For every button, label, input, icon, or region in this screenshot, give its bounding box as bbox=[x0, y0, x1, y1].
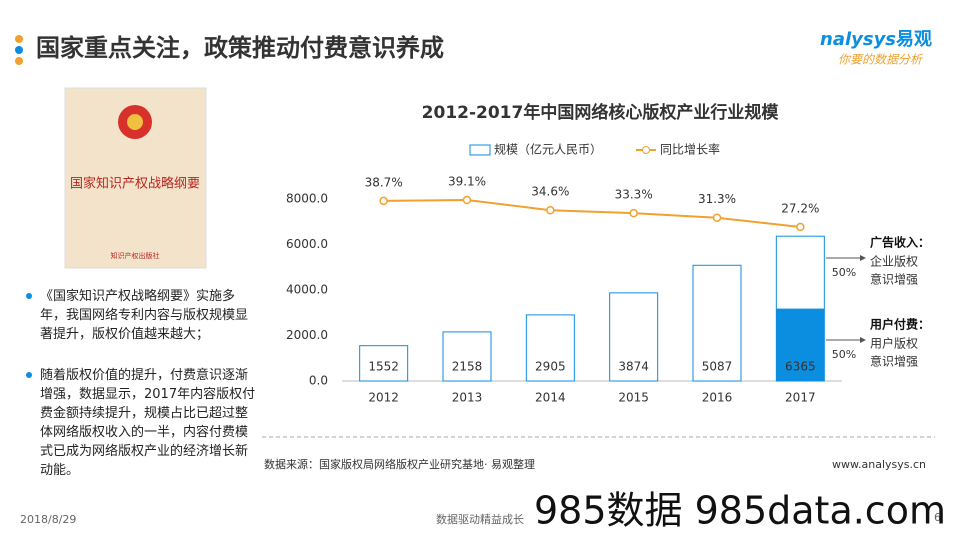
book-title: 国家知识产权战略纲要 bbox=[70, 176, 200, 192]
bar-label: 6365 bbox=[785, 360, 816, 374]
y-tick-label: 4000.0 bbox=[286, 283, 328, 297]
bar bbox=[359, 345, 409, 382]
bullet: 《国家知识产权战略纲要》实施多年，我国网络专利内容与版权规模显著提升，版权价值越… bbox=[26, 287, 258, 344]
bar-label: 5087 bbox=[702, 360, 733, 374]
dot bbox=[15, 57, 23, 65]
y-tick-label: 2000.0 bbox=[286, 328, 328, 342]
legend-swatch bbox=[469, 144, 491, 156]
bar-label: 1552 bbox=[368, 360, 399, 374]
line-point bbox=[712, 213, 722, 222]
logo: nalysys bbox=[820, 29, 896, 50]
bar bbox=[692, 264, 742, 382]
y-tick-label: 8000.0 bbox=[286, 192, 328, 206]
y-tick-label: 6000.0 bbox=[286, 237, 328, 251]
annotation-label: 广告收入： bbox=[870, 235, 930, 250]
footer-date: 2018/8/29 bbox=[20, 513, 76, 526]
logo-slogan: 你要的数据分析 bbox=[838, 53, 924, 67]
arrow-head bbox=[860, 337, 866, 343]
arrow-head bbox=[860, 255, 866, 261]
annotation-label: 用户付费： bbox=[869, 317, 930, 332]
bullet: 随着版权价值的提升，付费意识逐渐增强，数据显示，2017年内容版权付费金额持续提… bbox=[26, 366, 258, 480]
bar-label: 3874 bbox=[618, 360, 649, 374]
source: 数据来源：国家版权局网络版权产业研究基地· 易观整理 bbox=[264, 457, 535, 471]
watermark: 985数据 985data.com bbox=[534, 489, 946, 533]
x-tick-label: 2016 bbox=[702, 391, 733, 405]
line-point bbox=[629, 208, 638, 218]
slide-title: 国家重点关注，政策推动付费意识养成 bbox=[36, 34, 444, 62]
legend-label: 同比增长率 bbox=[660, 142, 720, 157]
x-tick-label: 2015 bbox=[618, 391, 649, 405]
page-number: 6 bbox=[934, 511, 941, 524]
annotation-value: 50% bbox=[832, 266, 856, 279]
bar-label: 2158 bbox=[452, 360, 483, 374]
annotation-text: 企业版权 bbox=[870, 254, 918, 269]
x-tick-label: 2013 bbox=[452, 391, 483, 405]
website: www.analysys.cn bbox=[832, 458, 926, 471]
annotation-value: 50% bbox=[832, 348, 856, 361]
x-tick-label: 2014 bbox=[535, 391, 566, 405]
emblem bbox=[127, 114, 143, 130]
x-tick-label: 2012 bbox=[368, 391, 399, 405]
point-label: 38.7% bbox=[365, 175, 403, 189]
book-publisher: 知识产权出版社 bbox=[111, 251, 160, 260]
annotation-text: 用户版权 bbox=[870, 336, 918, 351]
bar-segment bbox=[776, 308, 825, 381]
legend-label: 规模（亿元人民币） bbox=[494, 142, 602, 157]
dot bbox=[15, 46, 23, 54]
bar bbox=[442, 331, 492, 382]
line-point bbox=[462, 195, 472, 205]
point-label: 34.6% bbox=[531, 185, 569, 199]
point-label: 39.1% bbox=[448, 175, 486, 189]
legend-swatch bbox=[642, 146, 650, 154]
line-point bbox=[796, 222, 805, 232]
annotation-text: 意识增强 bbox=[870, 354, 918, 369]
line-point bbox=[379, 196, 388, 206]
x-tick-label: 2017 bbox=[785, 391, 816, 405]
point-label: 27.2% bbox=[781, 202, 819, 216]
bar bbox=[609, 292, 659, 382]
bar-label: 2905 bbox=[535, 360, 566, 374]
y-tick-label: 0.0 bbox=[309, 374, 328, 388]
plot: 0.0 2000.0 4000.0 6000.0 8000.0 2012 2013 2014 2… bbox=[286, 175, 930, 405]
bar bbox=[525, 314, 575, 382]
footer-slogan: 数据驱动精益成长 bbox=[436, 512, 524, 526]
line-point bbox=[546, 205, 555, 215]
point-label: 33.3% bbox=[615, 188, 653, 202]
logo-cn: 易观 bbox=[896, 29, 932, 50]
chart-title: 2012-2017年中国网络核心版权产业行业规模 bbox=[422, 102, 780, 123]
point-label: 31.3% bbox=[698, 192, 736, 206]
dot bbox=[15, 35, 23, 43]
annotation-text: 意识增强 bbox=[870, 272, 918, 287]
line bbox=[383, 198, 801, 228]
